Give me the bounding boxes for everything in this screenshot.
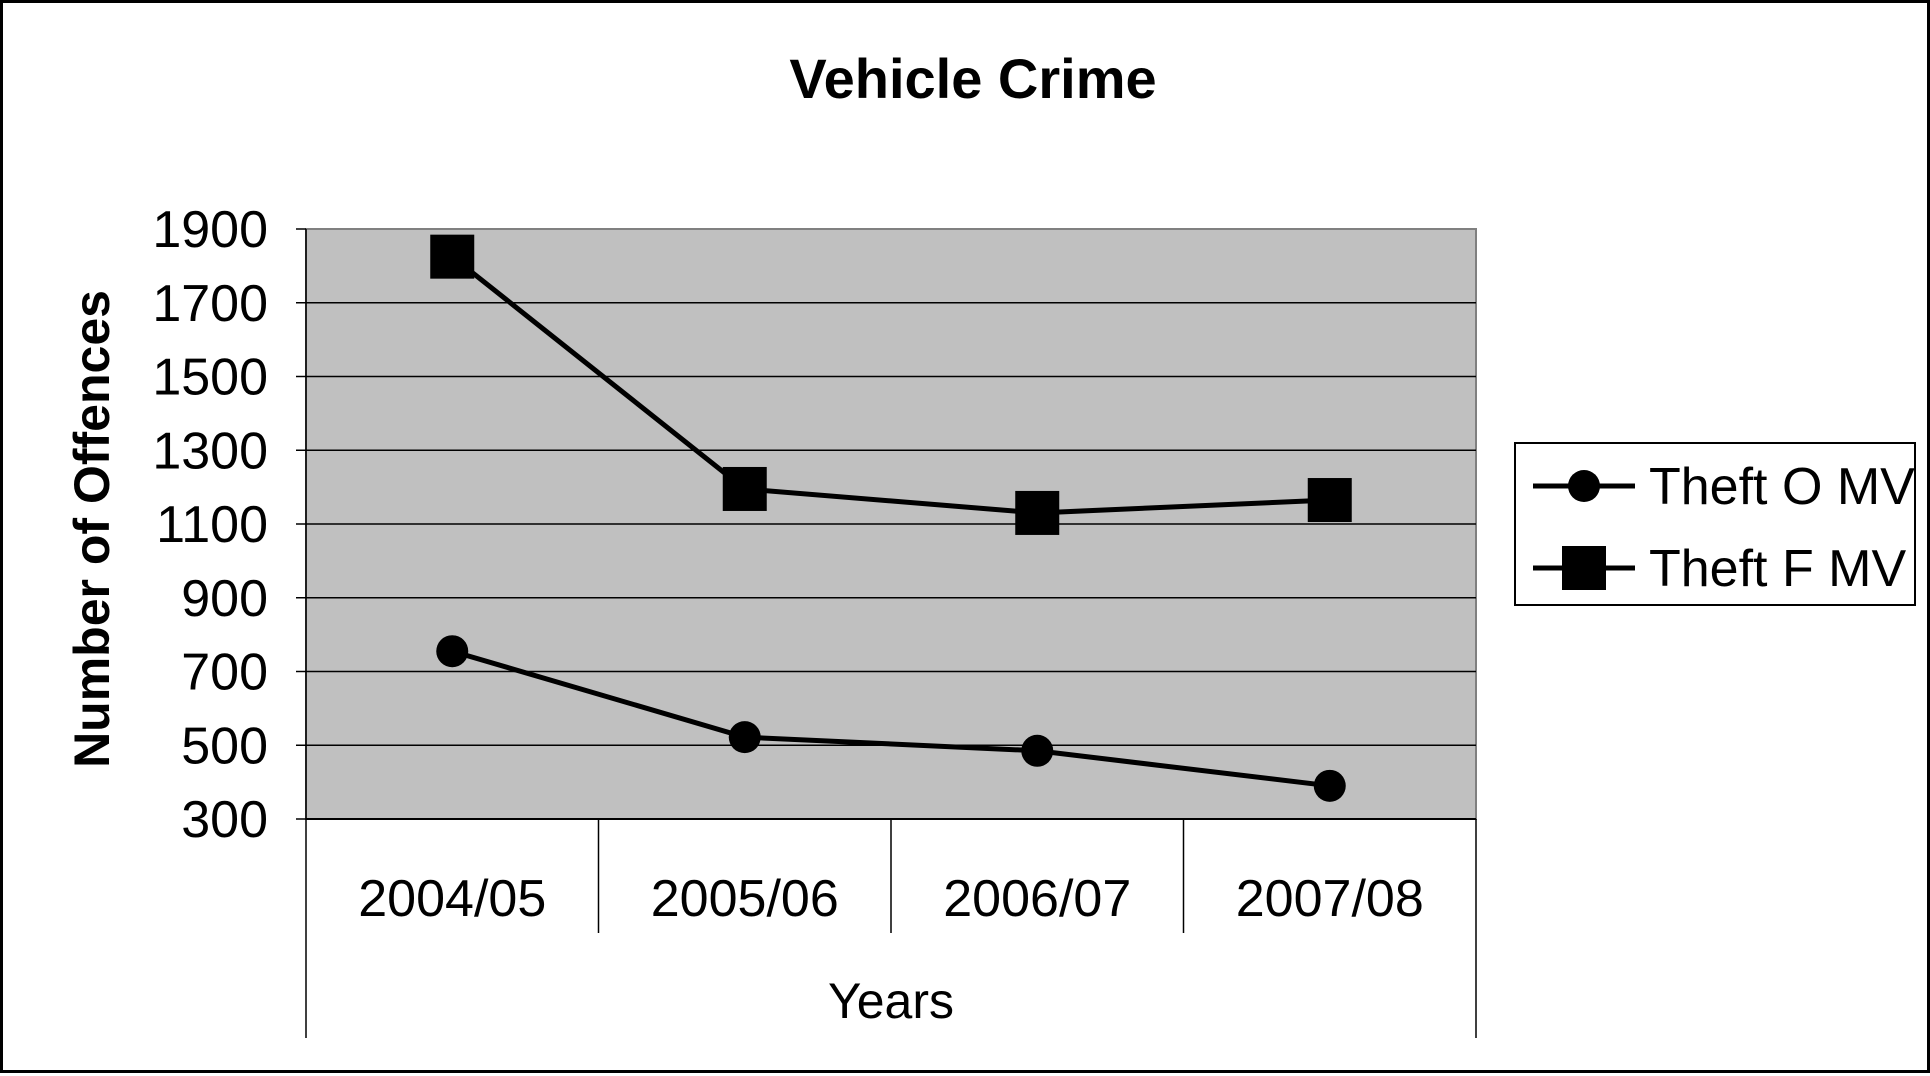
y-tick-label: 1500 bbox=[152, 349, 268, 407]
series-theft-o-mv bbox=[436, 635, 1346, 802]
y-tick-label: 300 bbox=[181, 791, 268, 849]
legend-label: Theft F MV bbox=[1649, 540, 1906, 598]
x-tick-label: 2007/08 bbox=[1236, 870, 1424, 928]
vehicle-crime-chart: Vehicle Crime 300 500 700 900 1100 1300 1500 17… bbox=[64, 47, 1916, 1038]
square-marker bbox=[1307, 478, 1352, 523]
series-line bbox=[450, 254, 1330, 516]
y-axis-label: Number of Offences bbox=[64, 290, 120, 768]
x-axis-label: Years bbox=[828, 973, 954, 1029]
x-category-dividers bbox=[305, 818, 1477, 1038]
chart-title: Vehicle Crime bbox=[789, 47, 1156, 110]
y-tick-label: 1900 bbox=[152, 201, 268, 259]
y-tick-label: 1300 bbox=[152, 422, 268, 480]
legend: Theft O MV Theft F MV bbox=[1514, 442, 1916, 606]
legend-label: Theft O MV bbox=[1649, 458, 1915, 516]
legend-circle-marker bbox=[1568, 470, 1600, 502]
legend-square-marker bbox=[1562, 546, 1606, 590]
series-line bbox=[451, 648, 1331, 789]
circle-marker bbox=[728, 721, 761, 754]
square-marker bbox=[722, 466, 767, 511]
square-marker bbox=[1015, 490, 1060, 535]
y-tick-label: 1100 bbox=[156, 496, 268, 554]
y-tick-label: 900 bbox=[181, 570, 268, 628]
legend-item-theft-f-mv: Theft F MV bbox=[1533, 540, 1906, 598]
circle-marker bbox=[1313, 769, 1346, 802]
x-axis: 2004/05 2005/06 2006/07 2007/08 bbox=[358, 870, 1423, 928]
x-tick-label: 2006/07 bbox=[943, 870, 1131, 928]
legend-item-theft-o-mv: Theft O MV bbox=[1533, 458, 1915, 516]
y-tick-label: 500 bbox=[181, 717, 268, 775]
x-tick-label: 2005/06 bbox=[651, 870, 839, 928]
square-marker bbox=[430, 234, 475, 279]
y-axis: 300 500 700 900 1100 1300 1500 1700 1900 bbox=[152, 201, 307, 849]
circle-marker bbox=[1021, 734, 1054, 767]
series-theft-f-mv bbox=[430, 234, 1352, 535]
y-tick-label: 700 bbox=[181, 644, 268, 702]
series-layer bbox=[430, 234, 1352, 802]
x-tick-label: 2004/05 bbox=[358, 870, 546, 928]
circle-marker bbox=[436, 635, 469, 668]
y-tick-label: 1700 bbox=[152, 275, 268, 333]
gridlines bbox=[306, 302, 1476, 746]
